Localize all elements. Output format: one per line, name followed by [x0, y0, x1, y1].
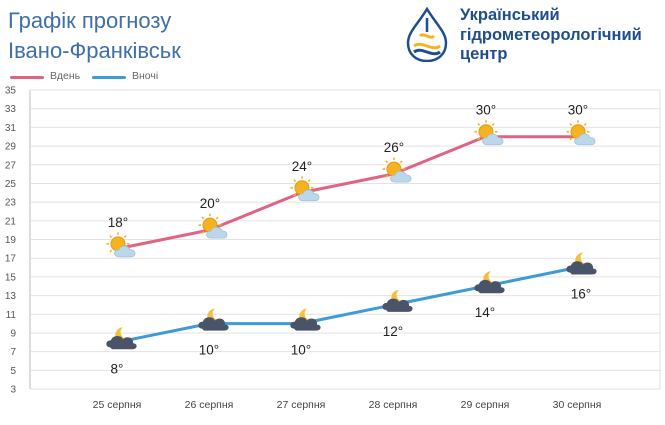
legend-swatch-night [92, 76, 126, 79]
y-tick-label: 7 [10, 347, 16, 358]
x-tick-label: 28 серпня [369, 399, 418, 411]
organization-name-line: центр [460, 45, 508, 63]
y-tick-label: 11 [6, 310, 17, 321]
day-data-label: 30° [476, 103, 496, 118]
sun-cloud-icon [106, 232, 136, 258]
moon-cloud-icon [382, 289, 413, 312]
x-tick-label: 25 серпня [93, 399, 142, 411]
x-tick-label: 27 серпня [277, 399, 326, 411]
sun-cloud-icon [290, 176, 320, 202]
cloud-shape [482, 133, 504, 146]
day-data-label: 20° [200, 196, 220, 211]
day-data-label: 26° [384, 140, 404, 155]
moon-cloud-icon [290, 308, 321, 331]
sun-ray [569, 137, 573, 141]
sun-ray [583, 123, 587, 126]
sun-ray [293, 193, 297, 197]
night-data-label: 12° [383, 324, 403, 339]
y-tick-label: 33 [5, 104, 17, 115]
sun-ray [385, 160, 389, 164]
sun-cloud-icon [566, 120, 596, 146]
y-tick-label: 3 [10, 385, 16, 396]
night-cloud-shape [474, 279, 505, 294]
x-tick-label: 29 серпня [461, 399, 510, 411]
night-data-label: 16° [571, 287, 591, 302]
moon-cloud-icon [474, 271, 505, 294]
page-title: Графік прогнозу [8, 8, 172, 33]
cloud-shape [298, 189, 320, 202]
y-tick-label: 15 [5, 272, 17, 283]
sun-cloud-icon [474, 120, 504, 146]
sun-ray [399, 160, 403, 164]
night-data-label: 8° [111, 361, 124, 376]
y-tick-label: 5 [10, 366, 16, 377]
x-tick-label: 26 серпня [185, 399, 234, 411]
cloud-shape [390, 170, 412, 183]
sun-ray [109, 235, 113, 239]
sun-ray [201, 216, 205, 220]
organization-header: Український гідрометеорологічний центр [404, 6, 664, 66]
y-tick-label: 17 [5, 254, 17, 265]
legend-swatch-day [10, 76, 44, 79]
night-cloud-shape [290, 317, 321, 331]
night-cloud-shape [382, 298, 413, 312]
y-tick-label: 19 [5, 235, 17, 246]
y-tick-label: 23 [5, 198, 17, 209]
legend-label-day: Вдень [50, 70, 81, 82]
moon-cloud-icon [106, 327, 137, 350]
sun-ray [477, 137, 481, 141]
sun-cloud-icon [198, 213, 228, 239]
organization-name-line: гідрометеорологічний [460, 25, 642, 44]
sun-ray [293, 179, 297, 182]
organization-name: Український гідрометеорологічний центр [460, 6, 642, 65]
cloud-shape [574, 133, 596, 146]
night-cloud-shape [106, 335, 137, 350]
y-tick-label: 27 [5, 160, 17, 171]
y-tick-label: 21 [5, 216, 17, 227]
y-tick-label: 29 [5, 142, 17, 153]
day-data-label: 24° [292, 159, 312, 174]
night-data-label: 10° [199, 343, 219, 358]
cloud-shape [206, 227, 228, 239]
sun-ray [109, 249, 113, 253]
moon-cloud-icon [198, 308, 229, 331]
cloud-shape [114, 245, 136, 258]
x-tick-label: 30 серпня [553, 399, 602, 411]
sun-ray [123, 235, 127, 239]
sun-ray [385, 174, 389, 178]
day-data-label: 30° [568, 103, 588, 118]
organization-name-line: Український [460, 6, 560, 24]
sun-ray [477, 123, 481, 126]
y-tick-label: 25 [5, 179, 17, 190]
night-series-line [116, 266, 578, 344]
night-data-label: 10° [291, 343, 311, 358]
sun-ray [215, 216, 219, 220]
sun-ray [201, 230, 205, 234]
ugmc-drop-logo-icon [406, 6, 448, 62]
night-cloud-shape [198, 317, 229, 331]
y-tick-label: 35 [5, 86, 17, 97]
night-cloud-shape [566, 261, 597, 275]
sun-ray [307, 179, 311, 182]
y-tick-label: 13 [5, 291, 17, 302]
sun-ray [569, 123, 573, 126]
moon-cloud-icon [566, 252, 597, 275]
y-tick-label: 9 [10, 328, 16, 339]
night-data-label: 14° [475, 305, 495, 320]
y-tick-label: 31 [5, 123, 17, 134]
sun-cloud-icon [382, 157, 412, 183]
day-data-label: 18° [108, 215, 128, 230]
legend-label-night: Вночі [132, 70, 159, 82]
sun-ray [491, 123, 495, 126]
day-series-line [116, 135, 577, 251]
city-name: Івано-Франківськ [8, 38, 181, 63]
